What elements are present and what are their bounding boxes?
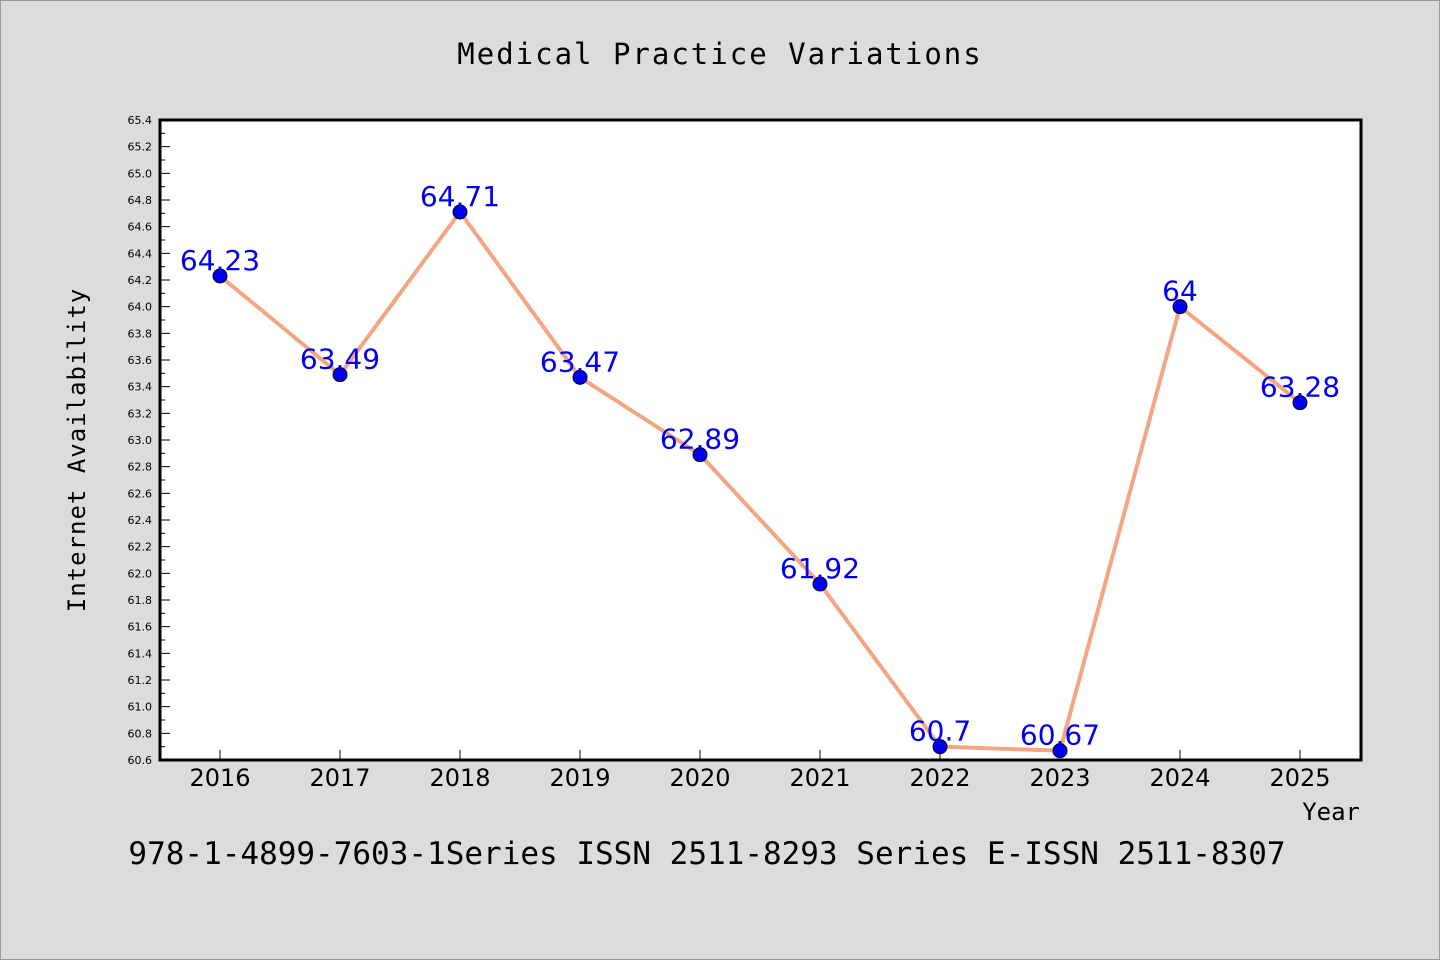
y-tick-label: 62.4 bbox=[128, 514, 153, 527]
y-tick-label: 65.2 bbox=[128, 141, 153, 154]
y-tick-label: 64.6 bbox=[128, 221, 153, 234]
data-label: 64 bbox=[1162, 275, 1198, 308]
data-point bbox=[212, 268, 228, 284]
footer-text: 978-1-4899-7603-1Series ISSN 2511-8293 S… bbox=[128, 836, 1285, 872]
x-tick-label: 2019 bbox=[549, 764, 610, 792]
y-tick-label: 62.8 bbox=[128, 461, 153, 474]
data-label: 60.67 bbox=[1020, 719, 1100, 752]
x-axis-ticks: 2016 2017 2018 2019 2020 2021 2022 2023 2024 2025 bbox=[189, 750, 1331, 792]
x-tick-label: 2025 bbox=[1269, 764, 1330, 792]
series-group: 64.23 63.49 64.71 63.47 62.89 61.92 60.7 60.67 6… bbox=[180, 180, 1340, 759]
y-axis-label: Internet Availability bbox=[63, 288, 91, 612]
y-tick-label: 64.2 bbox=[128, 274, 153, 287]
y-tick-label: 64.0 bbox=[128, 301, 153, 314]
x-tick-label: 2017 bbox=[309, 764, 370, 792]
series-line bbox=[218, 210, 1302, 753]
data-point bbox=[452, 204, 468, 220]
data-point bbox=[812, 576, 828, 592]
x-tick-label: 2020 bbox=[669, 764, 730, 792]
y-tick-label: 63.8 bbox=[128, 327, 153, 340]
plot-area bbox=[160, 120, 1361, 760]
x-tick-label: 2016 bbox=[189, 764, 250, 792]
x-axis-label: Year bbox=[1302, 798, 1360, 826]
x-tick-label: 2021 bbox=[789, 764, 850, 792]
y-tick-label: 63.6 bbox=[128, 354, 153, 367]
y-tick-label: 61.0 bbox=[128, 701, 153, 714]
y-axis-ticks: 60.6 60.8 61.0 61.2 61.4 61.6 61.8 62.0 62.2 62.4… bbox=[128, 114, 170, 767]
y-tick-label: 63.4 bbox=[128, 381, 153, 394]
y-tick-label: 63.0 bbox=[128, 434, 153, 447]
chart-title: Medical Practice Variations bbox=[457, 37, 982, 71]
data-label: 62.89 bbox=[660, 423, 740, 456]
data-label: 63.28 bbox=[1260, 371, 1340, 404]
x-tick-label: 2018 bbox=[429, 764, 490, 792]
data-point bbox=[692, 447, 708, 463]
data-label: 63.49 bbox=[300, 343, 380, 376]
data-label: 63.47 bbox=[540, 345, 620, 378]
y-tick-label: 61.2 bbox=[128, 674, 153, 687]
y-tick-label: 61.8 bbox=[128, 594, 153, 607]
x-tick-label: 2024 bbox=[1149, 764, 1210, 792]
y-tick-label: 60.8 bbox=[128, 727, 153, 740]
data-label: 61.92 bbox=[780, 552, 860, 585]
y-tick-label: 62.0 bbox=[128, 567, 153, 580]
data-point bbox=[572, 369, 588, 385]
y-tick-label: 65.4 bbox=[128, 114, 153, 127]
data-point bbox=[1172, 299, 1188, 315]
y-tick-label: 62.2 bbox=[128, 541, 153, 554]
data-point bbox=[332, 367, 348, 383]
data-label: 60.7 bbox=[909, 715, 971, 748]
data-label: 64.71 bbox=[420, 180, 500, 213]
y-tick-label: 62.6 bbox=[128, 487, 153, 500]
y-tick-label: 64.8 bbox=[128, 194, 153, 207]
y-tick-label: 64.4 bbox=[128, 247, 153, 260]
x-tick-label: 2023 bbox=[1029, 764, 1090, 792]
data-point bbox=[1052, 743, 1068, 759]
plot-border bbox=[158, 118, 1363, 762]
data-point bbox=[1292, 395, 1308, 411]
y-tick-label: 63.2 bbox=[128, 407, 153, 420]
data-point bbox=[932, 739, 948, 755]
x-tick-label: 2022 bbox=[909, 764, 970, 792]
y-tick-label: 60.6 bbox=[128, 754, 153, 767]
y-tick-label: 65.0 bbox=[128, 167, 153, 180]
data-label: 64.23 bbox=[180, 244, 260, 277]
y-tick-label: 61.4 bbox=[128, 647, 153, 660]
y-tick-label: 61.6 bbox=[128, 621, 153, 634]
